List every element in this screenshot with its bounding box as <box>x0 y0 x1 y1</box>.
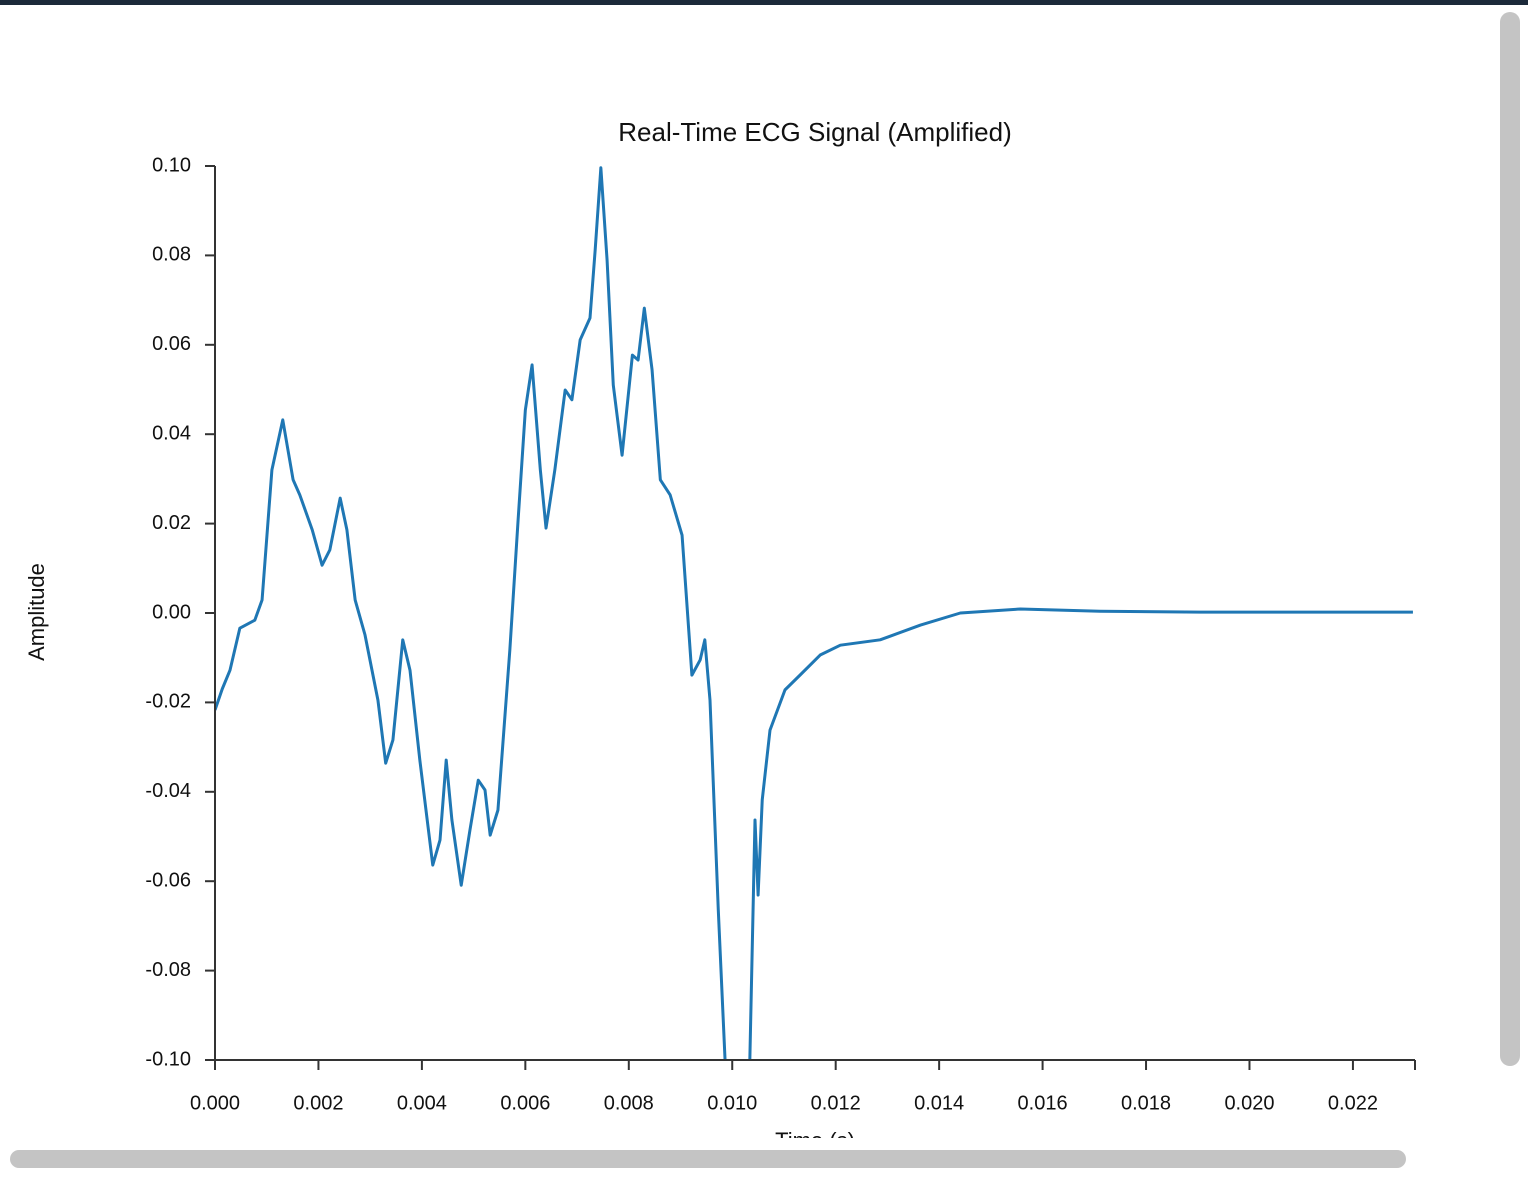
y-tick-label: -0.06 <box>145 869 191 891</box>
chart-title: Real-Time ECG Signal (Amplified) <box>618 117 1011 147</box>
y-tick-label: -0.10 <box>145 1048 191 1070</box>
x-tick-label: 0.002 <box>293 1092 343 1114</box>
x-tick-label: 0.004 <box>397 1092 447 1114</box>
y-tick-label: -0.02 <box>145 691 191 713</box>
x-tick-label: 0.012 <box>811 1092 861 1114</box>
signal-line <box>215 166 1413 1060</box>
vertical-scrollbar[interactable] <box>1500 12 1520 1066</box>
y-axis-label: Amplitude <box>24 563 49 661</box>
x-tick-label: 0.000 <box>190 1092 240 1114</box>
y-tick-label: 0.10 <box>152 154 191 176</box>
x-tick-label: 0.020 <box>1224 1092 1274 1114</box>
y-tick-label: 0.00 <box>152 601 191 623</box>
y-tick-label: 0.08 <box>152 244 191 266</box>
x-tick-label: 0.010 <box>707 1092 757 1114</box>
x-tick-label: 0.022 <box>1328 1092 1378 1114</box>
x-tick-label: 0.016 <box>1018 1092 1068 1114</box>
x-tick-label: 0.008 <box>604 1092 654 1114</box>
y-tick-label: 0.06 <box>152 333 191 355</box>
x-tick-label: 0.018 <box>1121 1092 1171 1114</box>
plot: 0.10 0.08 0.06 0.04 0.02 0.00 -0.02 -0.04 -0.06 -… <box>145 154 1413 1114</box>
horizontal-scrollbar[interactable] <box>10 1150 1406 1168</box>
top-bar <box>0 0 1528 5</box>
y-tick-label: 0.02 <box>152 512 191 534</box>
y-tick-label: -0.08 <box>145 959 191 981</box>
y-tick-label: 0.04 <box>152 422 191 444</box>
x-tick-label: 0.006 <box>500 1092 550 1114</box>
x-tick-label: 0.014 <box>914 1092 964 1114</box>
y-tick-label: -0.04 <box>145 780 191 802</box>
